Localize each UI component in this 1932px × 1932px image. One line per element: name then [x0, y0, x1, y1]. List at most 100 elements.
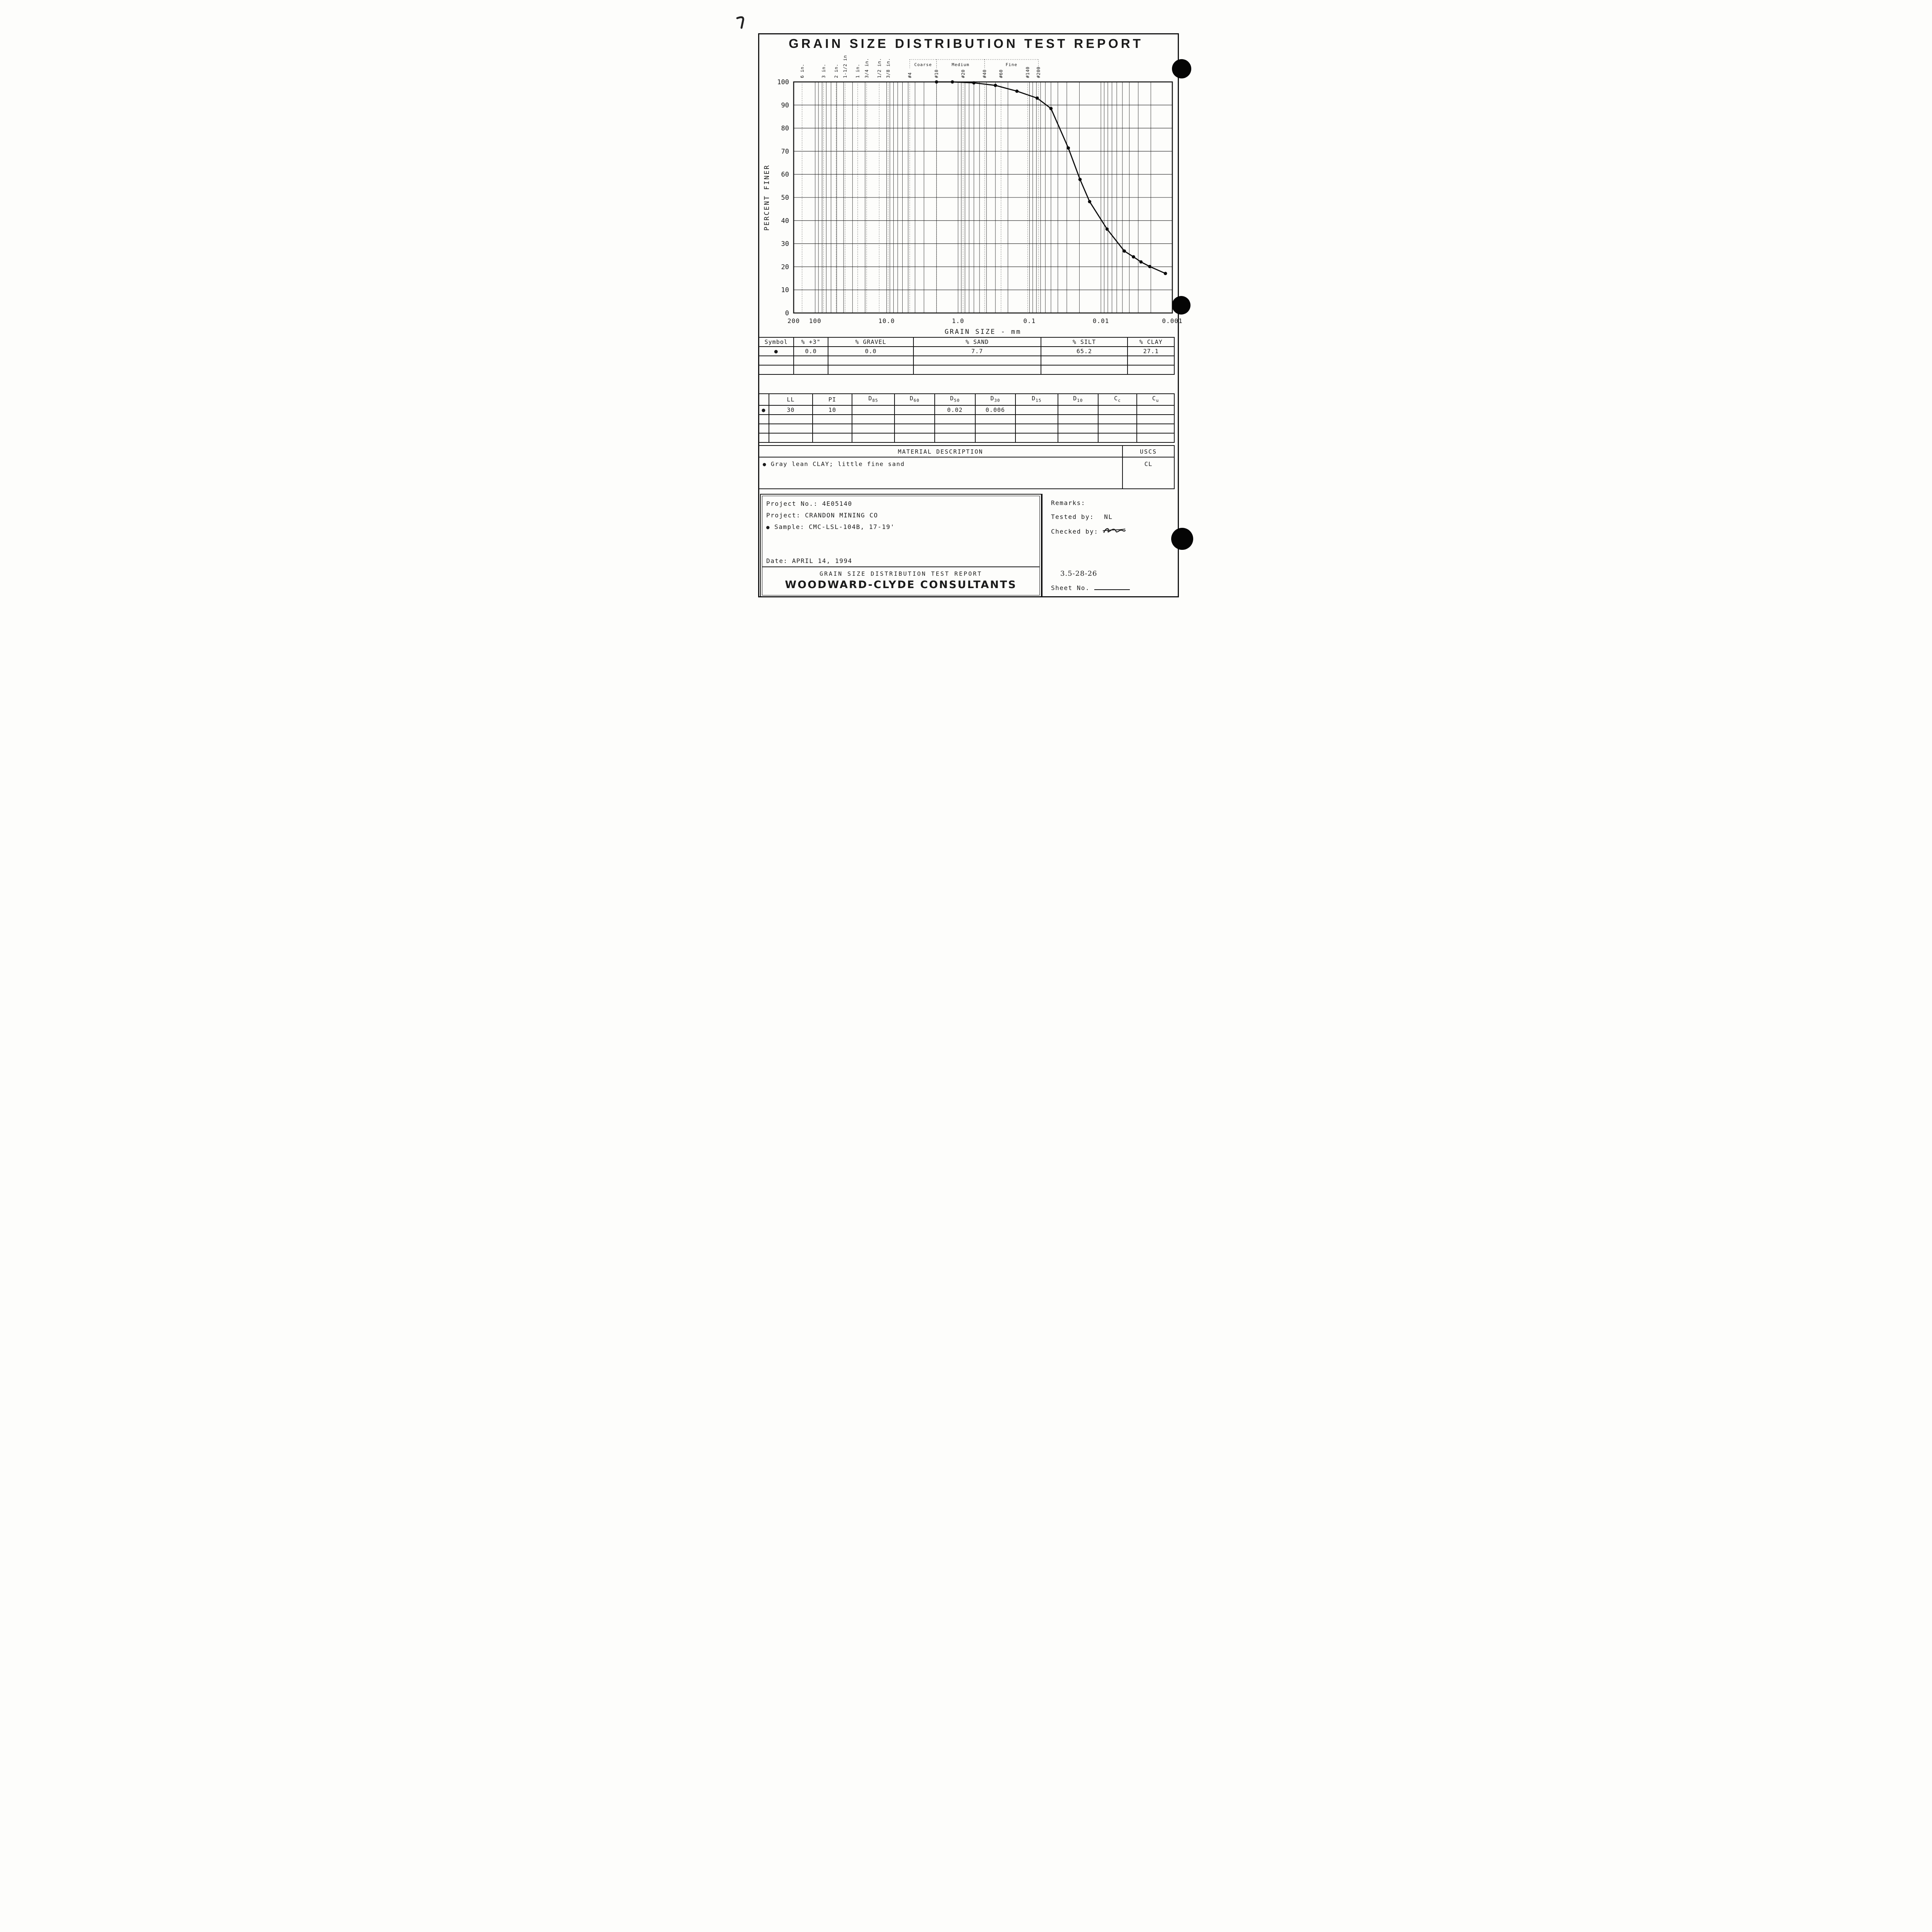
table-cell — [894, 405, 935, 415]
y-tick-label: 40 — [781, 217, 789, 225]
data-point — [1122, 249, 1126, 253]
y-tick-label: 90 — [781, 102, 789, 109]
column-header: % SAND — [913, 337, 1041, 347]
material-description-text: ● Gray lean CLAY; little fine sand — [759, 457, 1123, 488]
table-cell: 0.0 — [793, 346, 828, 356]
remarks-section: Remarks: Tested by: NL Checked by: 3.5-28… — [1042, 494, 1179, 597]
table-cell — [1015, 433, 1058, 443]
table-cell — [852, 433, 895, 443]
table-cell: 30 — [768, 405, 813, 415]
sheet-number-blank — [1094, 585, 1130, 590]
project-info-box: Project No.: 4E05140 Project: CRANDON MI… — [760, 494, 1042, 597]
sieve-label: #60 — [998, 70, 1004, 78]
data-point — [1163, 272, 1167, 275]
sieve-label: #10 — [934, 70, 939, 78]
y-tick-label: 50 — [781, 194, 789, 202]
data-point — [1139, 260, 1143, 264]
y-tick-label: 70 — [781, 148, 789, 155]
column-header: D30 — [975, 393, 1016, 406]
column-header: % CLAY — [1127, 337, 1175, 347]
x-tick-label: 0.1 — [1023, 317, 1036, 325]
table-cell — [758, 365, 794, 375]
data-point — [1148, 265, 1151, 269]
sieve-label: #40 — [982, 70, 987, 78]
sand-fraction-label: Fine — [1005, 62, 1017, 67]
table-cell — [1015, 423, 1058, 434]
table-cell: 0.006 — [975, 405, 1016, 415]
data-point — [993, 83, 997, 87]
sample-id: ● Sample: CMC-LSL-104B, 17-19' — [766, 523, 895, 531]
sieve-label: #140 — [1025, 66, 1031, 78]
table-row: ● 0.0 0.0 7.7 65.2 27.1 — [758, 346, 1175, 356]
sample-symbol-icon: ● — [766, 524, 770, 531]
table-cell — [758, 433, 769, 443]
table-cell — [758, 423, 769, 434]
sieve-label: 3/8 in. — [885, 58, 891, 78]
distribution-curve — [936, 81, 1166, 274]
table-cell: 27.1 — [1127, 346, 1175, 356]
table-cell — [975, 423, 1016, 434]
column-header: % +3" — [793, 337, 828, 347]
x-axis-title: GRAIN SIZE - mm — [945, 328, 1022, 336]
table-cell — [1015, 405, 1058, 415]
table-row — [758, 433, 1175, 443]
project-name: Project: CRANDON MINING CO — [766, 512, 878, 519]
project-number: Project No.: 4E05140 — [766, 500, 852, 507]
sheet-number-label: Sheet No. — [1051, 584, 1090, 592]
column-header: D10 — [1057, 393, 1099, 406]
x-tick-label: 200 — [787, 317, 800, 325]
page-title: GRAIN SIZE DISTRIBUTION TEST REPORT — [789, 36, 1143, 51]
column-header: % GRAVEL — [827, 337, 914, 347]
checked-by-line: Checked by: — [1051, 526, 1127, 536]
punch-hole-icon — [1171, 528, 1193, 550]
sieve-label: 3 in. — [821, 64, 827, 78]
company-name: WOODWARD-CLYDE CONSULTANTS — [785, 579, 1017, 591]
table-cell — [852, 405, 895, 415]
x-tick-label: 10.0 — [878, 317, 895, 325]
table-cell — [812, 423, 853, 434]
header-row: Symbol% +3"% GRAVEL% SAND% SILT% CLAY — [758, 337, 1175, 347]
table-cell: 65.2 — [1040, 346, 1128, 356]
table-cell — [1127, 365, 1175, 375]
sieve-label: 3/4 in. — [864, 58, 869, 78]
material-body-row: ● Gray lean CLAY; little fine sand CL — [759, 457, 1174, 488]
column-header: D15 — [1015, 393, 1058, 406]
table-cell — [768, 433, 813, 443]
column-header: D50 — [934, 393, 976, 406]
table-cell — [1057, 405, 1099, 415]
y-tick-label: 60 — [781, 171, 789, 179]
x-tick-label: 100 — [809, 317, 821, 325]
sand-fraction-label: Coarse — [914, 62, 932, 67]
table-cell — [934, 423, 976, 434]
table-cell — [894, 433, 935, 443]
table-cell: 0.02 — [934, 405, 976, 415]
y-tick-label: 100 — [777, 78, 789, 86]
fractions-table: Symbol% +3"% GRAVEL% SAND% SILT% CLAY ● 0.… — [758, 337, 1175, 375]
material-description-header: MATERIAL DESCRIPTION — [759, 446, 1123, 457]
table-cell — [1098, 423, 1138, 434]
data-table: Symbol% +3"% GRAVEL% SAND% SILT% CLAY ● 0.… — [758, 337, 1175, 375]
table-cell — [852, 423, 895, 434]
sieve-label: 2 in. — [833, 64, 839, 78]
y-axis-title: PERCENT FINER — [763, 164, 771, 231]
data-point — [1105, 227, 1109, 231]
column-header: D60 — [894, 393, 935, 406]
figure-number: 3.5-28-26 — [1060, 570, 1097, 578]
column-header: LL — [768, 393, 813, 406]
table-cell: 10 — [812, 405, 853, 415]
table-cell — [1098, 414, 1138, 424]
grain-size-chart: 0 10 20 30 40 50 60 70 80 90 100 6 in. 3 in. 2 in. 1-1… — [763, 54, 1182, 336]
column-header: Symbol — [758, 337, 794, 347]
table-cell — [975, 433, 1016, 443]
sieve-label: 1/2 in. — [876, 58, 882, 78]
table-row — [758, 355, 1175, 366]
sieve-label: #20 — [960, 70, 966, 78]
table-cell — [1057, 433, 1099, 443]
data-point — [1066, 146, 1070, 150]
footer-divider — [762, 566, 1039, 567]
header-row: LL PI D85 D60 D50 D30 D15 D10 Cc Cu — [758, 393, 1175, 406]
x-tick-label: 0.01 — [1093, 317, 1109, 325]
table-cell — [1136, 405, 1175, 415]
scanned-report-page: GRAIN SIZE DISTRIBUTION TEST REPORT 0 10 2… — [728, 0, 1204, 615]
tested-by-line: Tested by: NL — [1051, 513, 1113, 520]
